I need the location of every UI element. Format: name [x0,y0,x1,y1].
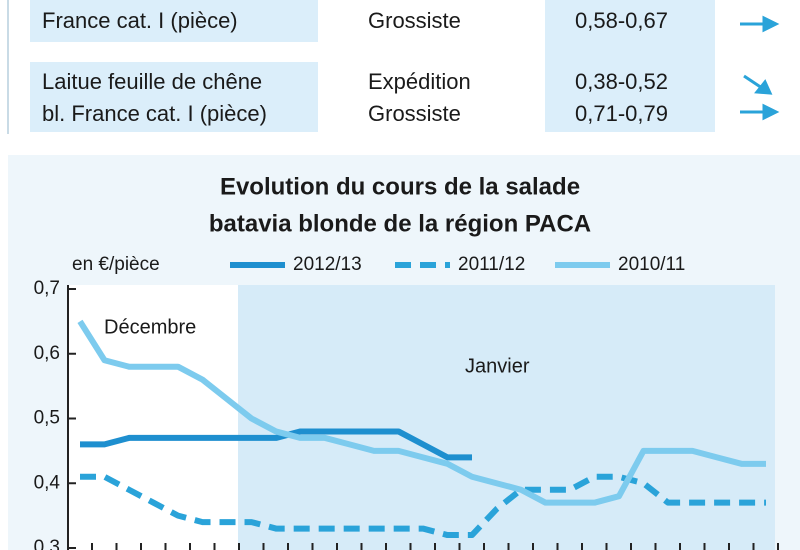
cell: 0,38-0,52 [575,69,668,94]
arrow-head [762,15,780,33]
cell: Grossiste [368,101,461,126]
cell-bg [30,0,318,42]
cell-bg [30,62,318,132]
table: France cat. I (pièce) Grossiste 0,58-0,6… [42,8,668,126]
january-band [238,285,775,550]
cell-bg [545,0,715,132]
series-line [80,473,766,539]
annotation: Janvier [465,355,530,377]
cell: bl. France cat. I (pièce) [42,101,267,126]
chart-title: batavia blonde de la région PACA [209,210,591,237]
y-tick-label: 0,7 [34,278,60,299]
cell: 0,71-0,79 [575,101,668,126]
cell: France cat. I (pièce) [42,8,238,33]
cell: Expédition [368,69,471,94]
cell: 0,58-0,67 [575,8,668,33]
legend-label: 2010/11 [618,254,685,275]
y-tick-label: 0,6 [34,343,60,364]
series-line [80,428,472,461]
series-line [77,319,766,506]
axis-label: en €/pièce [72,254,160,275]
cell: Grossiste [368,8,461,33]
legend-label: 2012/13 [293,254,362,275]
chart-title: Evolution du cours de la salade [220,173,580,200]
arrow [743,74,763,90]
trend-arrows [740,15,780,121]
annotation: Décembre [104,316,196,338]
arrow-head [762,103,780,121]
y-tick-label: 0,5 [34,408,60,429]
plot-area [68,285,238,550]
y-tick-label: 0,4 [34,472,61,493]
cell: Laitue feuille de chêne [42,69,262,94]
arrow-head [754,79,773,95]
legend-label: 2011/12 [458,254,525,275]
y-tick-label: 0,3 [34,537,60,550]
